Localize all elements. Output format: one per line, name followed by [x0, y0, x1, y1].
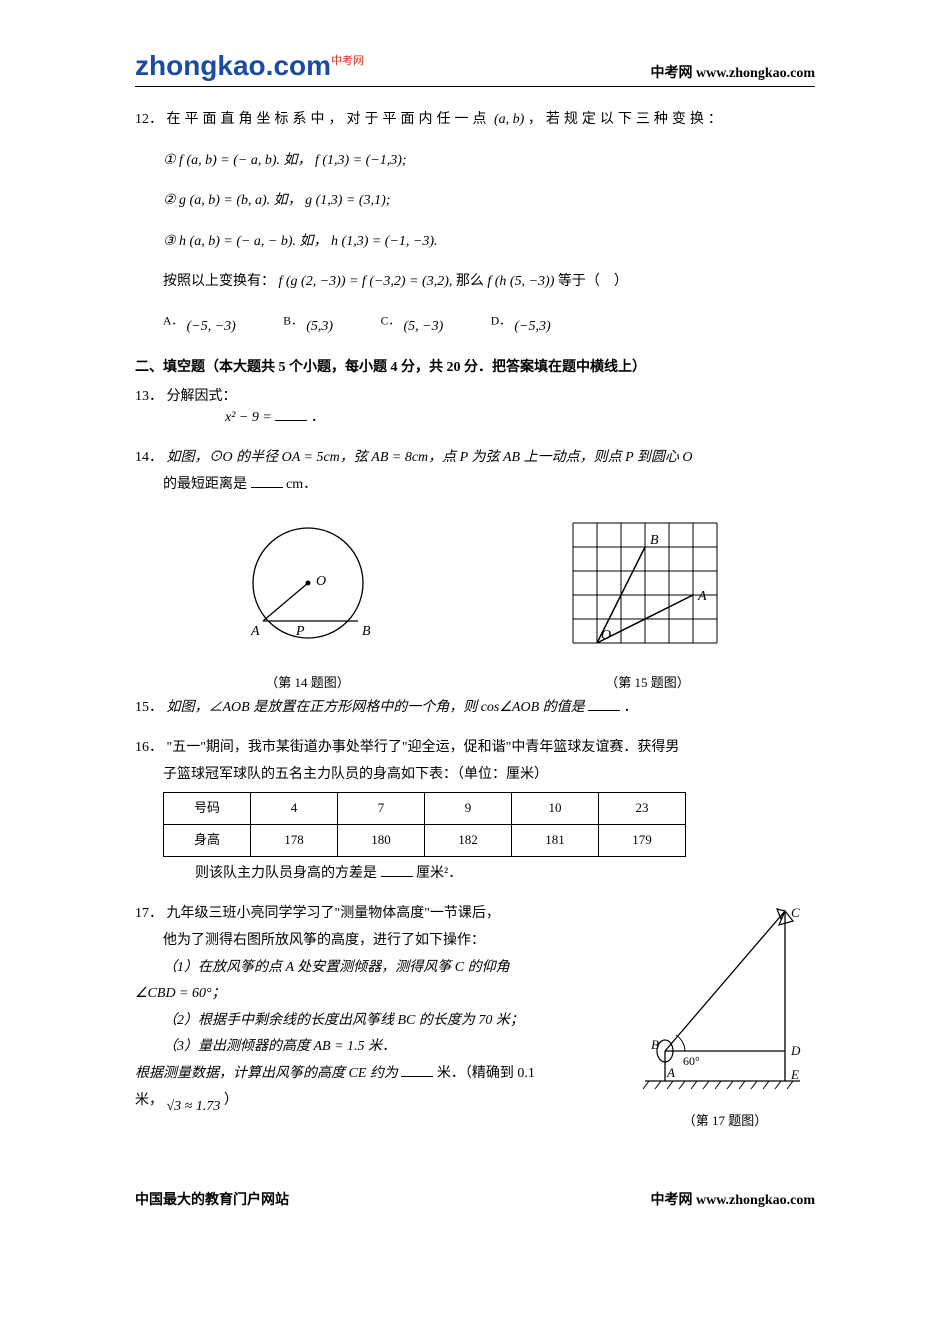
figure-14: O A P B （第 14 题图）: [218, 513, 398, 691]
q12-equals: 等于（ ）: [558, 274, 628, 289]
q12-optA: A． (−5, −3): [163, 319, 258, 334]
fig17-caption: （第 17 题图）: [635, 1110, 815, 1129]
svg-text:60°: 60°: [683, 1054, 700, 1068]
q14-number: 14．: [135, 450, 163, 465]
q13-expr: x² − 9 =: [225, 410, 272, 425]
svg-text:D: D: [790, 1043, 801, 1058]
q16-p2: 子篮球冠军球队的五名主力队员的身高如下表：（单位：厘米）: [163, 767, 548, 782]
question-16: 16． "五一"期间，我市某街道办事处举行了"迎全运，促和谐"中青年篮球友谊赛．…: [135, 735, 815, 887]
page-header: zhongkao.com 中考网 中考网 www.zhongkao.com: [135, 50, 815, 87]
svg-text:B: B: [651, 1037, 659, 1052]
q14-part2: 的最短距离是: [163, 477, 247, 492]
svg-text:A: A: [250, 624, 260, 639]
question-13: 13． 分解因式： x² − 9 = ．: [135, 384, 815, 431]
q15-end: ．: [624, 700, 638, 715]
q17-l5: （3）量出测倾器的高度 AB = 1.5 米．: [163, 1039, 396, 1054]
q13-number: 13．: [135, 389, 163, 404]
site-logo: zhongkao.com 中考网: [135, 50, 364, 82]
q14-part1: 如图，⊙O 的半径 OA = 5cm，弦 AB = 8cm，点 P 为弦 AB …: [167, 450, 693, 465]
q17-l6a: 根据测量数据，计算出风筝的高度 CE 约为: [135, 1066, 398, 1081]
q12-t1: ① f (a, b) = (− a, b). 如， f (1,3) = (−1,…: [163, 153, 407, 168]
svg-text:O: O: [316, 574, 326, 589]
q16-number: 16．: [135, 740, 163, 755]
section-2-title: 二、填空题（本大题共 5 个小题，每小题 4 分，共 20 分．把答案填在题中横…: [135, 356, 815, 376]
q12-number: 12．: [135, 112, 163, 127]
q17-l7a: 米，: [135, 1093, 163, 1108]
q12-t2: ② g (a, b) = (b, a). 如， g (1,3) = (3,1);: [163, 193, 390, 208]
q15-blank: [588, 696, 620, 711]
question-12: 12． 在平面直角坐标系中，对于平面内任一点 (a, b) ，若规定以下三种变换…: [135, 107, 815, 340]
q12-optC: C． (5, −3): [381, 319, 466, 334]
q16-after2: 厘米²．: [416, 866, 462, 881]
fig14-caption: （第 14 题图）: [218, 672, 398, 691]
q17-number: 17．: [135, 906, 163, 921]
figure-17-svg: A B C D E 60°: [635, 901, 805, 1101]
svg-text:C: C: [791, 905, 800, 920]
q12-point: (a, b): [494, 112, 524, 127]
svg-text:E: E: [790, 1067, 799, 1082]
fig15-caption: （第 15 题图）: [563, 672, 733, 691]
q17-l1: 九年级三班小亮同学学习了"测量物体高度"一节课后，: [167, 906, 500, 921]
figures-row-14-15: O A P B （第 14 题图） O A B （第 15 题图）: [135, 513, 815, 691]
page-footer: 中国最大的教育门户网站 中考网 www.zhongkao.com: [135, 1189, 815, 1209]
q12-t3: ③ h (a, b) = (− a, − b). 如， h (1,3) = (−…: [163, 234, 438, 249]
logo-cn: 中考网: [331, 52, 364, 68]
q17-l2: 他为了测得右图所放风筝的高度，进行了如下操作：: [163, 933, 485, 948]
svg-text:A: A: [666, 1065, 675, 1080]
q17-l3: （1）在放风筝的点 A 处安置测倾器，测得风筝 C 的仰角: [163, 960, 510, 975]
q17-l7c: ）: [224, 1093, 238, 1108]
q13-blank: [275, 406, 307, 421]
figure-15: O A B （第 15 题图）: [563, 513, 733, 691]
footer-right: 中考网 www.zhongkao.com: [650, 1189, 815, 1209]
q17-blank: [401, 1062, 433, 1077]
logo-text: zhongkao: [135, 50, 266, 82]
svg-text:B: B: [650, 533, 659, 548]
q12-stem1: 在平面直角坐标系中，对于平面内任一点: [167, 112, 491, 127]
q17-l7b: √3 ≈ 1.73: [167, 1099, 221, 1114]
q12-optD: D． (−5,3): [491, 319, 573, 334]
q15-text: 如图，∠AOB 是放置在正方形网格中的一个角，则 cos∠AOB 的值是: [167, 700, 585, 715]
q13-text: 分解因式：: [167, 389, 237, 404]
question-17: 17． 九年级三班小亮同学学习了"测量物体高度"一节课后， 他为了测得右图所放风…: [135, 901, 815, 1129]
figure-15-svg: O A B: [563, 513, 733, 663]
q13-end: ．: [311, 410, 325, 425]
svg-text:P: P: [295, 624, 305, 639]
q17-l4: （2）根据手中剩余线的长度出风筝线 BC 的长度为 70 米；: [163, 1013, 524, 1028]
q17-l6b: 米．（精确到 0.1: [437, 1066, 535, 1081]
q12-stem2: ，若规定以下三种变换：: [528, 112, 726, 127]
footer-left: 中国最大的教育门户网站: [135, 1189, 289, 1209]
figure-17: A B C D E 60° （第 17 题图）: [623, 901, 815, 1129]
header-right: 中考网 www.zhongkao.com: [650, 62, 815, 82]
q17-l3b: ∠CBD = 60°；: [135, 986, 226, 1001]
q15-number: 15．: [135, 700, 163, 715]
q16-table: 号码4791023 身高178180182181179: [163, 792, 686, 856]
q12-eq: f (g (2, −3)) = f (−3,2) = (3,2),: [279, 274, 453, 289]
svg-text:A: A: [697, 589, 707, 604]
q14-unit: cm．: [286, 477, 317, 492]
q12-expr: f (h (5, −3)): [487, 274, 554, 289]
q12-press: 按照以上变换有：: [163, 274, 275, 289]
logo-dotcom: .com: [266, 50, 331, 81]
svg-text:O: O: [601, 628, 611, 643]
q16-after1: 则该队主力队员身高的方差是: [195, 866, 377, 881]
q16-blank: [381, 862, 413, 877]
q14-blank: [251, 473, 283, 488]
q16-p1: "五一"期间，我市某街道办事处举行了"迎全运，促和谐"中青年篮球友谊赛．获得男: [167, 740, 680, 755]
question-15: 15． 如图，∠AOB 是放置在正方形网格中的一个角，则 cos∠AOB 的值是…: [135, 695, 815, 722]
q12-then: 那么: [456, 274, 484, 289]
svg-text:B: B: [362, 624, 371, 639]
figure-14-svg: O A P B: [218, 513, 398, 663]
q12-optB: B． (5,3): [283, 319, 355, 334]
question-14: 14． 如图，⊙O 的半径 OA = 5cm，弦 AB = 8cm，点 P 为弦…: [135, 445, 815, 498]
